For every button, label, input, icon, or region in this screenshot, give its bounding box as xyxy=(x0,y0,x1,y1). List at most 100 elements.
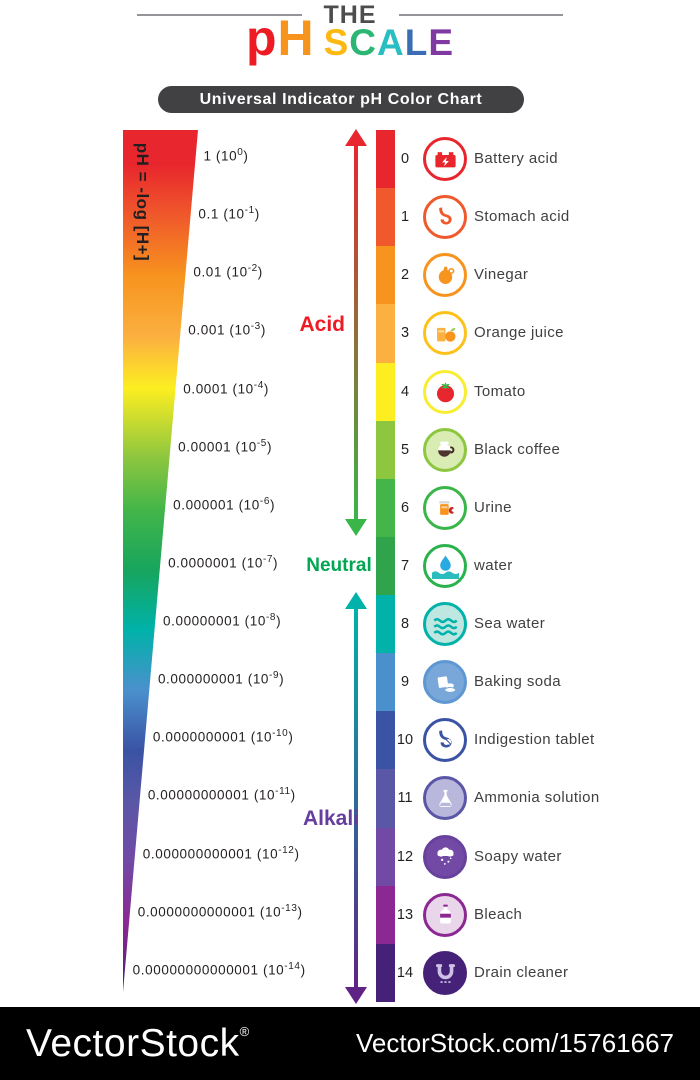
bleach-bottle-icon xyxy=(423,892,467,937)
sea-waves-icon xyxy=(423,602,467,647)
ph-value: 12 xyxy=(396,848,414,865)
concentration-label: 0.00001 (10-5) xyxy=(178,437,273,455)
ph-bar-segment xyxy=(376,769,395,828)
ph-value: 7 xyxy=(400,557,410,574)
ph-bar-segment xyxy=(376,885,395,945)
subtitle-text: Universal Indicator pH Color Chart xyxy=(199,90,483,108)
stomach-icon xyxy=(423,195,467,240)
tomato-icon xyxy=(423,369,467,414)
item-label: Urine xyxy=(474,498,512,516)
arrow-down-head xyxy=(345,987,367,1004)
ph-bar-segment xyxy=(376,478,395,538)
item-label: Sea water xyxy=(474,615,546,633)
ph-value: 3 xyxy=(400,325,410,342)
ph-bar-segment xyxy=(376,653,395,712)
concentration-label: 0.00000000001 (10-11) xyxy=(147,786,296,803)
ph-value: 1 xyxy=(400,209,410,226)
arrow-shaft xyxy=(354,143,358,522)
concentration-label: 0.0000000000001 (10-13) xyxy=(137,902,303,920)
concentration-label: 0.000001 (10-6) xyxy=(173,495,276,513)
registered-mark: ® xyxy=(239,1023,250,1039)
ph-value: 5 xyxy=(400,441,410,458)
title-letter: L xyxy=(404,22,429,63)
item-label: Orange juice xyxy=(474,324,564,342)
ph-value: 13 xyxy=(396,906,414,923)
ph-value: 2 xyxy=(400,267,410,284)
subtitle-banner: Universal Indicator pH Color Chart xyxy=(158,86,524,113)
zone-label-neutral: Neutral xyxy=(306,555,372,576)
concentration-label: 0.0000000001 (10-10) xyxy=(152,728,294,745)
item-label: Baking soda xyxy=(474,673,561,691)
item-label: Ammonia solution xyxy=(474,789,600,807)
orange-juice-icon xyxy=(423,311,467,356)
ammonia-flask-icon xyxy=(423,776,467,821)
title-letter: S xyxy=(323,22,350,63)
ph-bar-segment xyxy=(376,420,395,480)
kicker-line-left xyxy=(137,14,302,16)
ph-bar-segment xyxy=(376,188,395,247)
ph-bar-segment xyxy=(376,304,395,363)
ph-formula-label: pH = -log [H+] xyxy=(133,142,152,262)
concentration-label: 0.1 (10-1) xyxy=(198,205,260,222)
ph-value: 8 xyxy=(400,616,410,633)
kicker-text: THE xyxy=(323,1,377,29)
item-label: Stomach acid xyxy=(474,208,570,226)
concentration-label: 0.01 (10-2) xyxy=(193,263,263,280)
ph-bar-segment xyxy=(376,536,395,596)
item-label: Indigestion tablet xyxy=(474,731,595,749)
ph-bar-segment xyxy=(376,246,395,305)
item-label: water xyxy=(474,556,513,574)
acid-range-arrow xyxy=(345,129,367,536)
item-label: Drain cleaner xyxy=(474,963,569,981)
ph-value: 10 xyxy=(396,732,414,749)
item-label: Tomato xyxy=(474,382,526,400)
ph-bar-segment xyxy=(376,362,395,422)
item-label: Bleach xyxy=(474,905,523,923)
zone-label-alkali: Alkali xyxy=(302,807,360,830)
urine-sample-icon xyxy=(423,485,467,530)
indigestion-tablet-icon xyxy=(423,718,467,763)
ph-value: 6 xyxy=(400,499,410,516)
item-label: Black coffee xyxy=(474,440,561,458)
ph-value: 9 xyxy=(400,674,410,691)
ph-bar-segment xyxy=(376,595,395,654)
kicker-row: THE xyxy=(137,2,563,28)
watermark-brand: VectorStock® xyxy=(26,1022,250,1066)
title-letter: E xyxy=(428,22,455,63)
title-letter: H xyxy=(277,10,315,66)
concentration-label: 0.001 (10-3) xyxy=(188,321,266,338)
ph-value: 11 xyxy=(397,790,413,807)
item-label: Soapy water xyxy=(474,847,562,865)
ph-value: 0 xyxy=(400,151,410,168)
arrow-down-head xyxy=(345,519,367,536)
coffee-pot-icon xyxy=(423,427,467,472)
vinegar-bottle-icon xyxy=(423,253,467,298)
concentration-label: 0.0001 (10-4) xyxy=(183,379,269,397)
watermark-url: VectorStock.com/15761667 xyxy=(356,1028,674,1058)
water-drop-icon xyxy=(423,543,467,588)
ph-value: 4 xyxy=(400,383,410,400)
ph-value: 14 xyxy=(396,964,414,981)
ph-bar-segment xyxy=(376,130,395,189)
soapy-water-icon xyxy=(423,834,467,879)
concentration-label: 1 (100) xyxy=(203,147,249,164)
title-letter: C xyxy=(349,22,378,63)
concentration-label: 0.00000000000001 (10-14) xyxy=(132,960,306,978)
item-label: Vinegar xyxy=(474,266,529,284)
baking-soda-icon xyxy=(423,660,467,705)
ph-bar-segment xyxy=(376,827,395,887)
concentration-label: 0.0000001 (10-7) xyxy=(168,553,279,571)
title-letter: p xyxy=(245,10,278,66)
title-letter: A xyxy=(377,22,405,63)
drain-cleaner-icon xyxy=(423,950,467,995)
arrow-up-head xyxy=(345,129,367,146)
ph-bar-segment xyxy=(376,711,395,770)
kicker-line-right xyxy=(398,14,563,16)
watermark-bar: VectorStock® VectorStock.com/15761667 xyxy=(0,1007,700,1080)
item-label: Battery acid xyxy=(474,150,559,168)
arrow-up-head xyxy=(345,592,367,609)
ph-bar-segment xyxy=(376,943,395,1003)
concentration-label: 0.000000000001 (10-12) xyxy=(142,844,300,862)
